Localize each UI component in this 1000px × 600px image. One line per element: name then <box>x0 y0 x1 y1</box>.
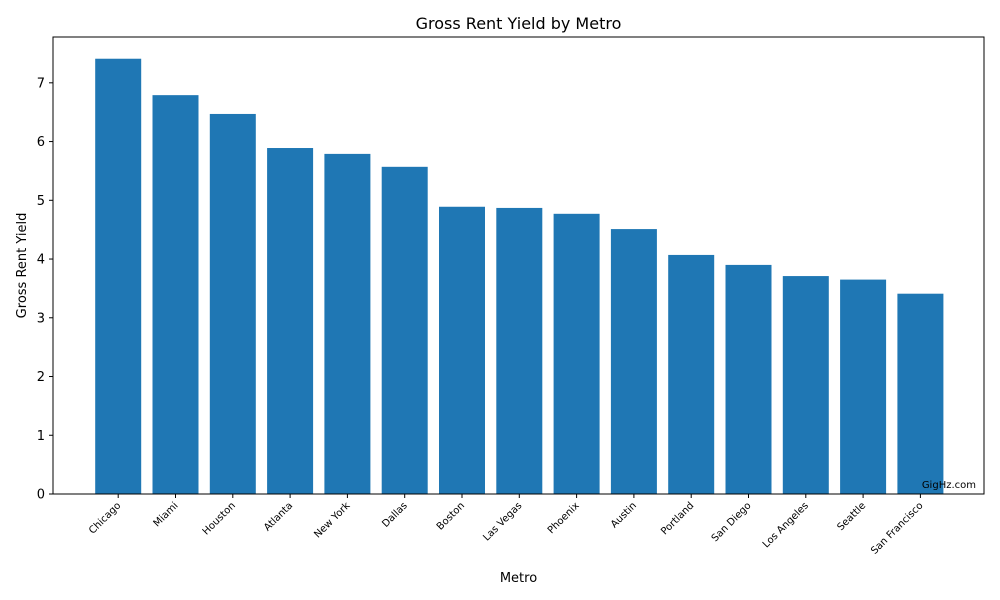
x-tick-label: Boston <box>435 500 467 532</box>
y-tick-label: 3 <box>37 311 45 326</box>
x-tick-label: San Francisco <box>869 500 925 556</box>
x-tick-label: Los Angeles <box>761 500 811 550</box>
y-tick-label: 2 <box>37 370 45 385</box>
x-tick-label: Austin <box>609 500 639 530</box>
bar-dallas <box>381 166 428 494</box>
bar-atlanta <box>267 148 314 494</box>
y-tick-label: 0 <box>37 488 45 503</box>
y-tick-label: 7 <box>37 76 45 91</box>
x-tick-label: Chicago <box>87 500 123 536</box>
bars-layer <box>95 58 944 495</box>
y-tick-label: 1 <box>37 429 45 444</box>
bar-houston <box>209 113 256 494</box>
bar-los-angeles <box>782 276 829 494</box>
x-tick-label: Dallas <box>380 500 410 530</box>
bar-las-vegas <box>496 207 543 494</box>
bar-chicago <box>95 58 142 494</box>
bar-portland <box>668 254 715 494</box>
bar-austin <box>610 229 657 494</box>
bar-new-york <box>324 153 371 494</box>
x-tick-label: Houston <box>201 500 238 537</box>
x-axis: Chicago Miami Houston Atlanta New York Dallas… <box>87 494 926 557</box>
x-tick-label: Seattle <box>835 500 868 533</box>
x-tick-label: Phoenix <box>546 500 582 536</box>
x-tick-label: Atlanta <box>262 500 295 533</box>
plot-frame <box>52 36 985 495</box>
y-axis: 0 1 2 3 4 5 6 7 <box>37 76 53 503</box>
bar-san-diego <box>725 264 772 494</box>
x-tick-label: New York <box>312 500 352 540</box>
y-tick-label: 5 <box>37 194 45 209</box>
x-tick-label: Portland <box>659 500 696 537</box>
x-tick-label: Las Vegas <box>481 500 524 543</box>
x-tick-label: San Diego <box>710 500 754 544</box>
bar-phoenix <box>553 213 600 494</box>
bar-boston <box>439 206 485 494</box>
bar-miami <box>152 95 199 495</box>
x-tick-label: Miami <box>152 500 181 529</box>
y-tick-label: 4 <box>37 253 45 268</box>
bar-san-francisco <box>897 293 944 494</box>
watermark: GigHz.com <box>922 480 976 491</box>
bar-seattle <box>840 279 887 494</box>
x-axis-label: Metro <box>500 571 537 586</box>
y-tick-label: 6 <box>37 135 45 150</box>
chart-title: Gross Rent Yield by Metro <box>416 14 622 33</box>
y-axis-label: Gross Rent Yield <box>15 213 30 319</box>
